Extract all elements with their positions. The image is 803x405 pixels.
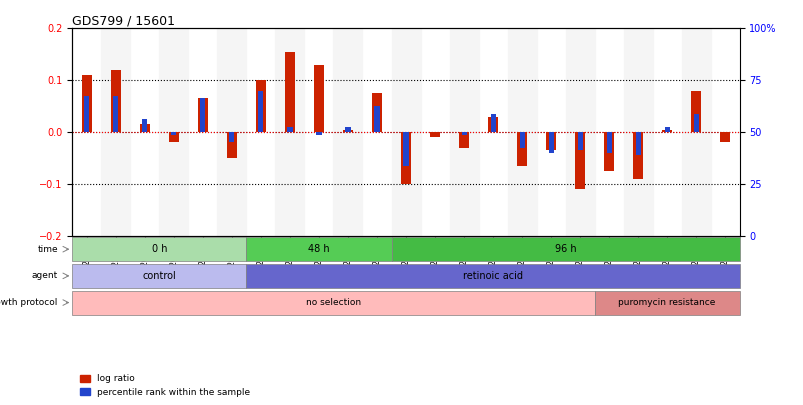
Bar: [632, 132, 642, 179]
Bar: [449, 28, 478, 236]
Bar: [664, 127, 669, 132]
Bar: [507, 28, 536, 236]
Bar: [516, 132, 527, 166]
Bar: [519, 132, 524, 148]
Bar: [403, 132, 408, 166]
Bar: [548, 132, 553, 153]
Bar: [113, 96, 118, 132]
Bar: [258, 91, 263, 132]
Bar: [605, 132, 611, 153]
FancyBboxPatch shape: [391, 237, 739, 261]
Bar: [101, 28, 130, 236]
Bar: [171, 132, 176, 135]
Text: 96 h: 96 h: [554, 244, 576, 254]
Bar: [226, 132, 237, 158]
Bar: [577, 132, 582, 150]
Bar: [693, 114, 698, 132]
Bar: [391, 28, 420, 236]
FancyBboxPatch shape: [72, 237, 247, 261]
Bar: [461, 132, 466, 135]
Text: retinoic acid: retinoic acid: [463, 271, 523, 281]
Bar: [430, 132, 439, 137]
Text: growth protocol: growth protocol: [0, 298, 58, 307]
Bar: [623, 28, 652, 236]
Bar: [111, 70, 120, 132]
Bar: [287, 127, 292, 132]
Bar: [635, 132, 640, 156]
Text: time: time: [37, 245, 58, 254]
Bar: [374, 106, 379, 132]
Text: no selection: no selection: [306, 298, 361, 307]
Text: GDS799 / 15601: GDS799 / 15601: [72, 14, 175, 27]
Bar: [459, 132, 468, 148]
Bar: [275, 28, 304, 236]
Bar: [565, 28, 594, 236]
Bar: [159, 28, 188, 236]
FancyBboxPatch shape: [72, 290, 594, 315]
Bar: [142, 119, 147, 132]
Bar: [603, 132, 613, 171]
Bar: [574, 132, 585, 189]
Bar: [229, 132, 234, 143]
FancyBboxPatch shape: [247, 264, 739, 288]
Bar: [490, 114, 495, 132]
Bar: [719, 132, 729, 143]
Bar: [313, 65, 324, 132]
Bar: [284, 52, 295, 132]
Bar: [545, 132, 556, 150]
Bar: [217, 28, 247, 236]
Legend: log ratio, percentile rank within the sample: log ratio, percentile rank within the sa…: [77, 371, 253, 401]
Bar: [487, 117, 498, 132]
Text: agent: agent: [31, 271, 58, 280]
Bar: [198, 98, 208, 132]
FancyBboxPatch shape: [594, 290, 739, 315]
Bar: [661, 130, 671, 132]
Text: 48 h: 48 h: [308, 244, 329, 254]
FancyBboxPatch shape: [247, 237, 391, 261]
Bar: [345, 127, 350, 132]
Bar: [200, 98, 206, 132]
Text: puromycin resistance: puromycin resistance: [618, 298, 715, 307]
Bar: [401, 132, 410, 184]
FancyBboxPatch shape: [72, 264, 247, 288]
Bar: [333, 28, 362, 236]
Bar: [316, 132, 321, 135]
Bar: [84, 96, 89, 132]
Bar: [343, 130, 353, 132]
Bar: [691, 91, 700, 132]
Bar: [681, 28, 710, 236]
Bar: [82, 75, 92, 132]
Bar: [372, 93, 381, 132]
Text: 0 h: 0 h: [152, 244, 167, 254]
Bar: [255, 80, 266, 132]
Bar: [169, 132, 179, 143]
Text: control: control: [142, 271, 176, 281]
Bar: [140, 124, 150, 132]
